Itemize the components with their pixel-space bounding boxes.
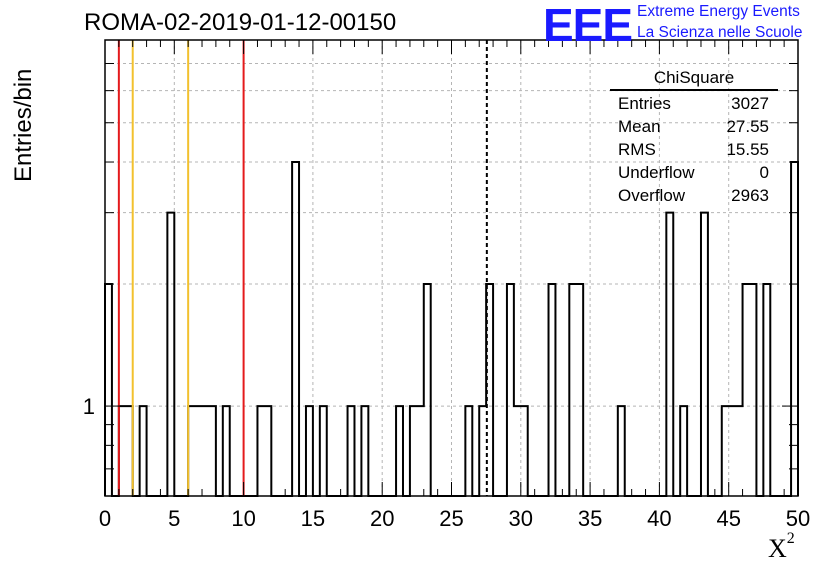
x-axis-label: X2 xyxy=(768,530,795,563)
stats-box: ChiSquare Entries 3027 Mean 27.55 RMS 15… xyxy=(610,68,778,207)
x-tick-label: 45 xyxy=(716,506,740,531)
stat-row-underflow: Underflow 0 xyxy=(610,161,778,184)
stat-label: Entries xyxy=(618,94,671,113)
eee-logo: EEE xyxy=(543,0,633,51)
logo-line-2: La Scienza nelle Scuole xyxy=(637,24,803,41)
stat-value: 3027 xyxy=(731,94,769,113)
stat-row-overflow: Overflow 2963 xyxy=(610,184,778,207)
stat-row-rms: RMS 15.55 xyxy=(610,138,778,161)
axes: 0 5 10 15 20 25 30 35 40 45 50 1 xyxy=(83,39,810,531)
stats-title: ChiSquare xyxy=(653,68,735,87)
x-tick-label: 25 xyxy=(439,506,463,531)
stat-value: 0 xyxy=(759,163,769,182)
x-tick-label: 30 xyxy=(509,506,533,531)
stat-row-mean: Mean 27.55 xyxy=(610,115,778,138)
x-tick-label: 10 xyxy=(231,506,255,531)
x-tick-label: 40 xyxy=(647,506,671,531)
run-title: ROMA-02-2019-01-12-00150 xyxy=(84,9,397,36)
stats-title-underline xyxy=(610,89,778,91)
x-tick-label: 35 xyxy=(578,506,602,531)
stat-value: 27.55 xyxy=(726,117,769,136)
y-axis-label: Entries/bin xyxy=(10,68,37,182)
reference-lines xyxy=(117,40,488,496)
y-tick-label: 1 xyxy=(83,394,95,419)
logo-line-1: Extreme Energy Events xyxy=(637,3,800,20)
x-tick-label: 5 xyxy=(168,506,180,531)
stat-label: Mean xyxy=(618,117,661,136)
x-tick-label: 0 xyxy=(99,506,111,531)
x-tick-label: 50 xyxy=(786,506,810,531)
stat-label: Overflow xyxy=(618,186,686,205)
stat-label: Underflow xyxy=(618,163,695,182)
x-tick-label: 15 xyxy=(301,506,325,531)
stat-label: RMS xyxy=(618,140,656,159)
stat-value: 15.55 xyxy=(726,140,769,159)
stat-row-entries: Entries 3027 xyxy=(610,92,778,115)
stat-value: 2963 xyxy=(731,186,769,205)
x-tick-label: 20 xyxy=(370,506,394,531)
